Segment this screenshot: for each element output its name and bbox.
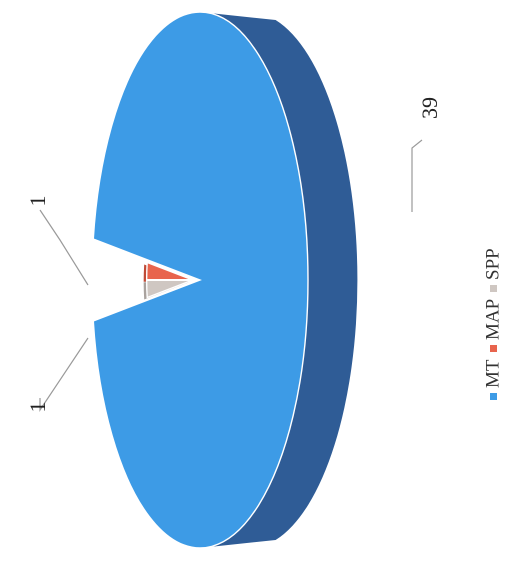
- legend: MT MAP SPP: [482, 248, 503, 400]
- legend-items: MT MAP SPP: [482, 248, 503, 400]
- pie-slice-spp: [145, 279, 193, 299]
- pie-slices: [92, 11, 358, 549]
- legend-label-map: MAP: [482, 299, 503, 340]
- legend-swatch-mt: [490, 393, 497, 400]
- data-labels: 39 1 1: [25, 97, 442, 413]
- legend-label-mt: MT: [482, 359, 503, 388]
- data-label-mt: 39: [417, 97, 442, 119]
- data-label-map: 1: [25, 402, 50, 413]
- legend-swatch-spp: [490, 285, 497, 292]
- leader-line-map: [39, 337, 89, 412]
- legend-swatch-map: [490, 345, 497, 352]
- data-label-spp: 1: [25, 196, 50, 207]
- pie-side-mt: [200, 12, 358, 548]
- pie-slice-mt: [92, 11, 309, 549]
- legend-label-spp: SPP: [482, 248, 503, 280]
- leader-line-spp: [39, 209, 89, 286]
- leader-line-mt: [411, 139, 423, 212]
